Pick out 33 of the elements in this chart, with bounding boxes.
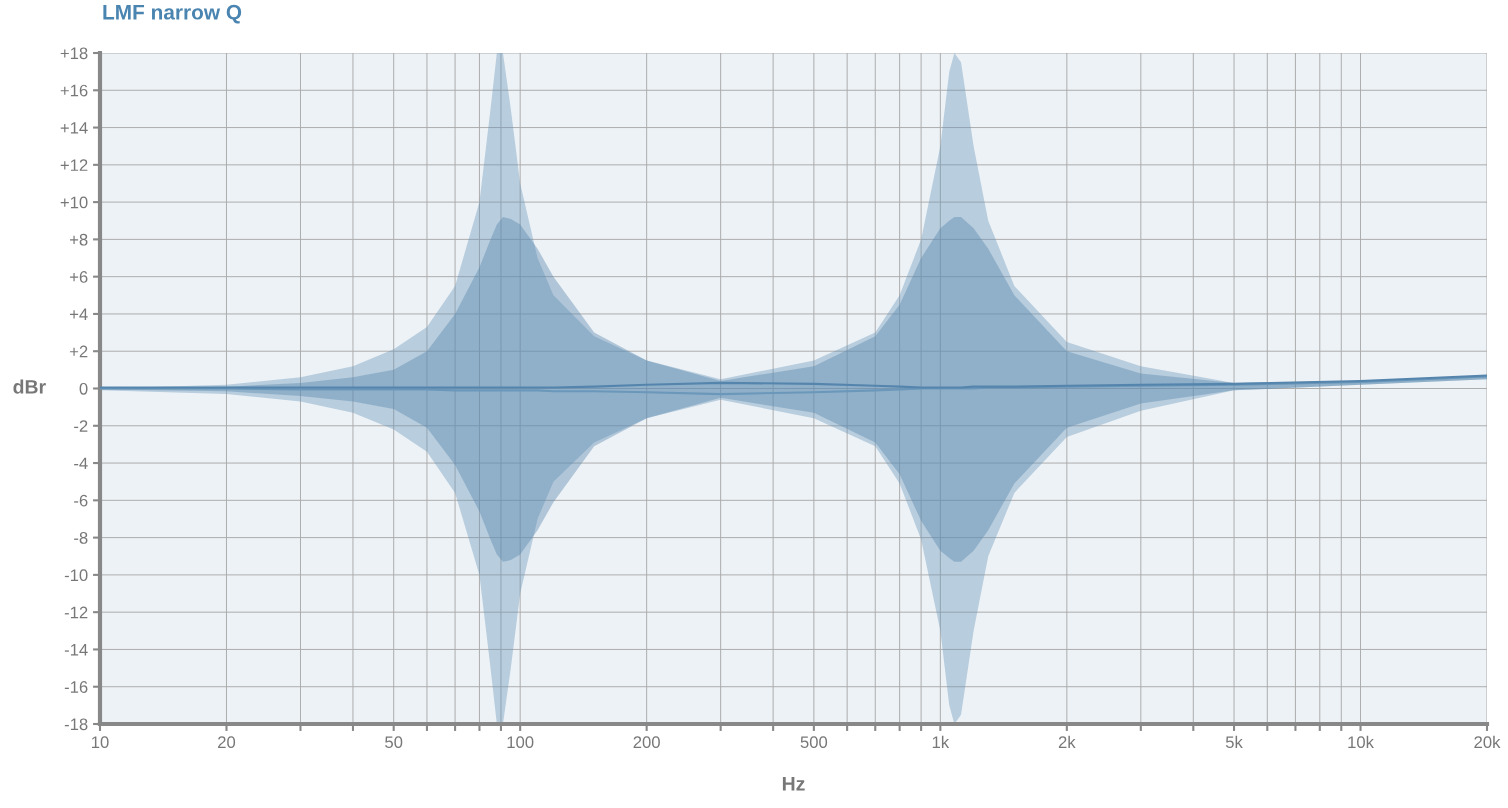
x-tick-label: 20k: [1474, 735, 1501, 749]
y-tick-label: +12: [60, 159, 88, 171]
x-tick-label: 5k: [1225, 735, 1243, 749]
x-tick-label: 10k: [1348, 735, 1374, 749]
y-tick-label: +2: [70, 345, 88, 358]
x-axis-title: Hz: [782, 777, 805, 791]
y-tick-label: +16: [60, 84, 88, 97]
x-tick-label: 500: [800, 736, 828, 749]
y-tick-label: -8: [74, 532, 88, 544]
x-tick-label: 200: [633, 736, 660, 749]
x-tick-label: 20: [218, 736, 236, 749]
y-tick-label: -16: [64, 681, 88, 693]
y-tick-label: -4: [74, 457, 88, 470]
y-tick-label: +14: [60, 122, 88, 134]
y-tick-label: +10: [60, 196, 88, 209]
y-tick-label: -14: [64, 644, 88, 656]
x-tick-label: 2k: [1058, 735, 1076, 748]
y-tick-label: +6: [70, 271, 88, 283]
y-tick-label: +8: [70, 233, 88, 246]
y-tick-label: -6: [74, 494, 88, 507]
x-tick-label: 1k: [932, 735, 950, 748]
x-tick-label: 50: [385, 736, 403, 749]
y-axis-title: dBr: [13, 379, 46, 394]
y-tick-label: -10: [64, 569, 88, 582]
y-tick-label: 0: [79, 382, 88, 395]
y-tick-label: -12: [64, 606, 88, 619]
x-tick-label: 100: [507, 736, 534, 749]
y-tick-label: +18: [60, 47, 88, 60]
chart-title: LMF narrow Q: [103, 4, 242, 24]
x-tick-label: 10: [92, 736, 109, 749]
y-tick-label: -18: [64, 718, 88, 731]
y-tick-label: +4: [70, 308, 88, 320]
y-tick-label: -2: [74, 420, 88, 432]
